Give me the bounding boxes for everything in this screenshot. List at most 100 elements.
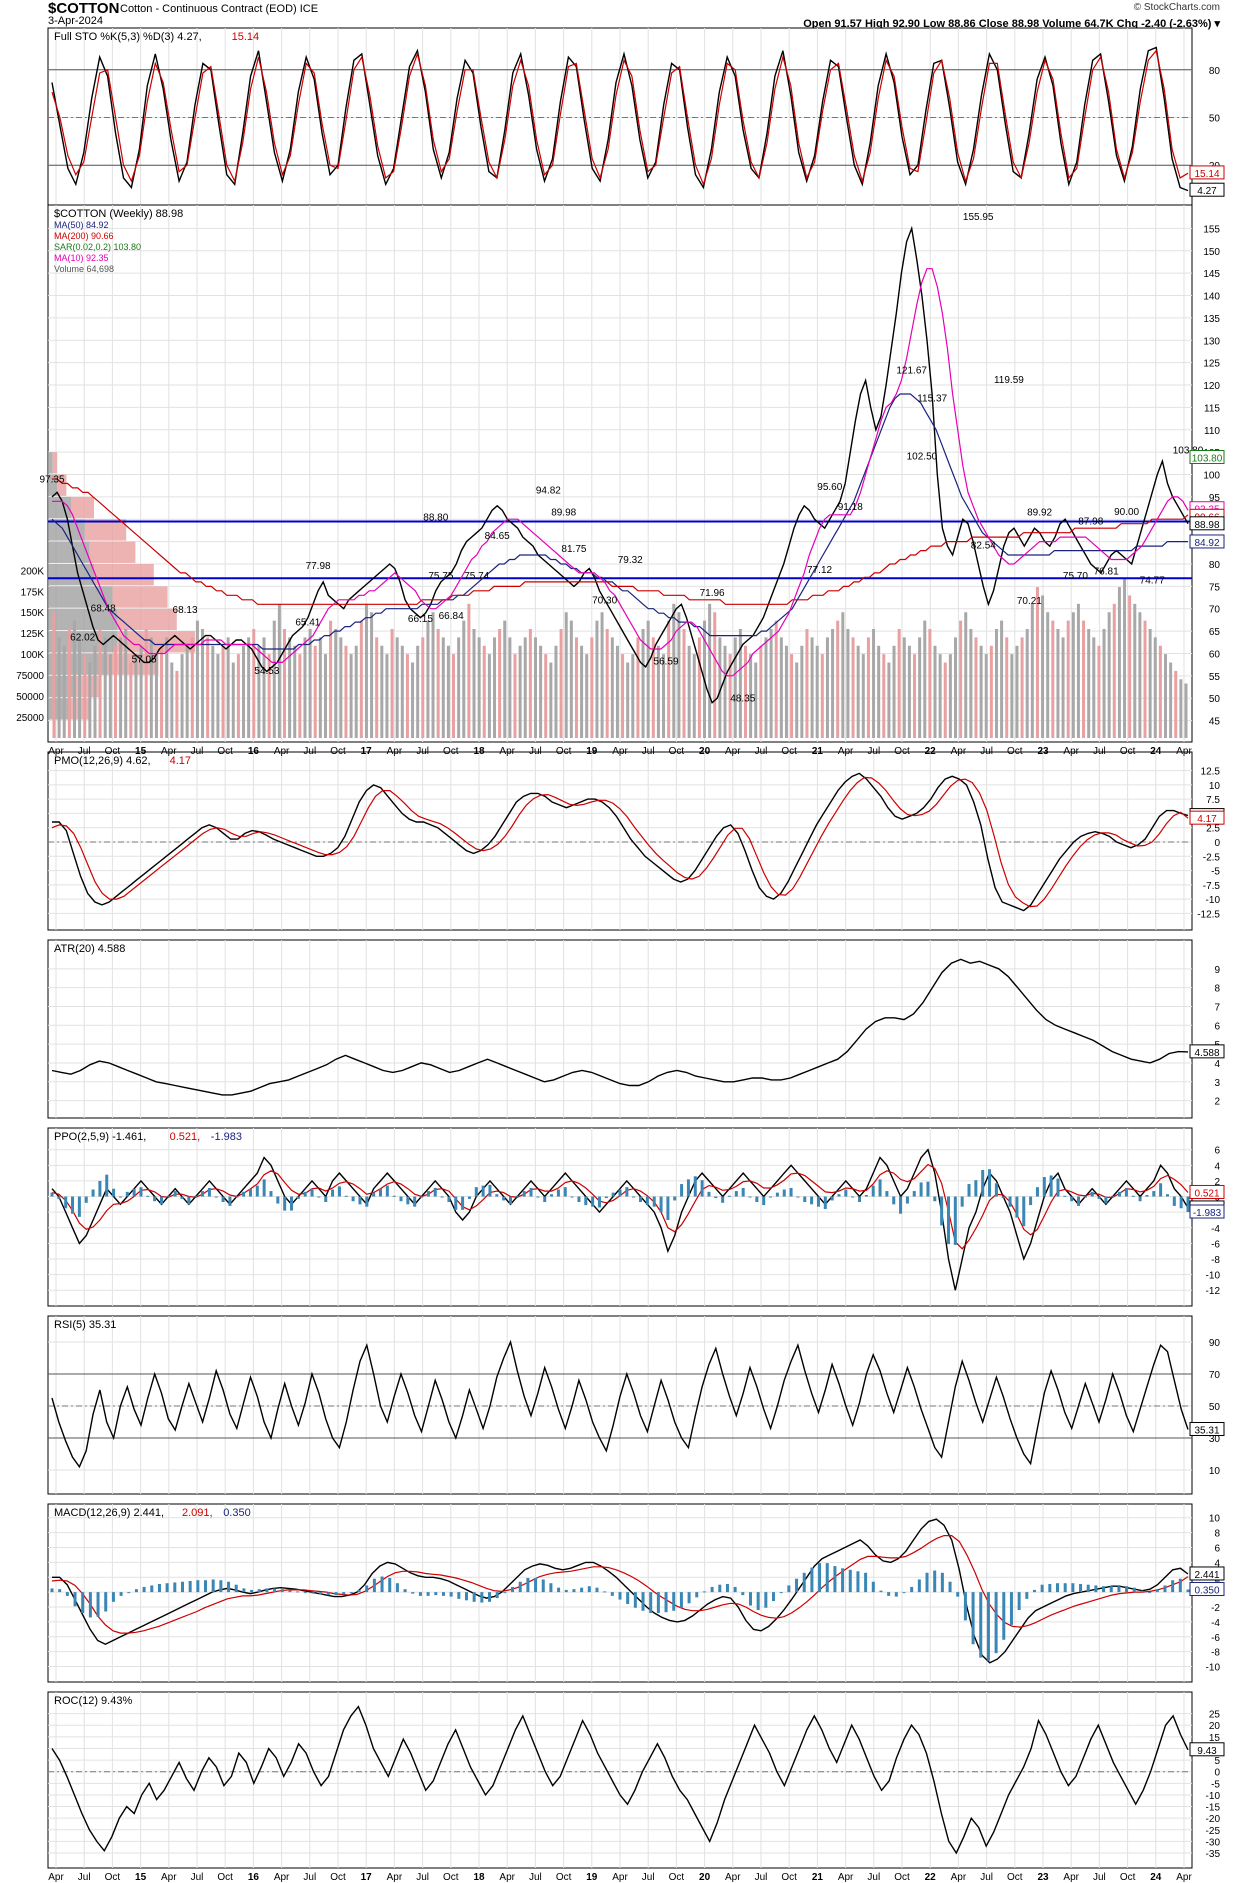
price-annotation: 70.21 [1017,596,1042,607]
x-axis-label-top: Apr [725,746,741,757]
legend-item: ROC(12) 9.43% [54,1695,132,1707]
histogram-bar [526,1578,530,1593]
volume-bar [820,654,824,738]
volume-bar [1169,662,1173,738]
volume-bar [636,637,640,738]
histogram-bar [1152,1191,1156,1197]
histogram-bar [534,1578,538,1593]
volume-bar [718,637,722,738]
histogram-bar [550,1194,554,1197]
y-tick-label: 80 [1209,66,1221,77]
series-line--cotton [51,225,1189,704]
volume-bar [907,645,911,738]
histogram-bar [1172,1196,1176,1206]
y-tick-label: 10 [1209,1514,1221,1525]
histogram-bar [105,1174,109,1197]
volume-bar [989,645,993,738]
histogram-bar [372,1578,376,1593]
y-tick-label: 95 [1209,493,1221,504]
volume-bar [959,620,963,738]
histogram-bar [946,1196,950,1245]
histogram-bar [372,1192,376,1197]
histogram-bar [789,1187,793,1197]
volume-bar [544,654,548,738]
volume-bar [851,637,855,738]
legend-item: PMO(12,26,9) 4.62, [54,755,151,767]
histogram-bar [296,1196,300,1199]
histogram-bar [926,1181,930,1197]
histogram-bar [1048,1583,1052,1593]
histogram-bar [649,1592,653,1613]
histogram-bar [449,1592,453,1597]
volume-bar [662,654,666,738]
volume-by-price-down [57,474,67,496]
y-tick-label: 135 [1203,314,1220,325]
x-axis-label-top: Jul [867,746,880,757]
volume-bar [411,662,415,738]
histogram-bar [1017,1592,1021,1610]
histogram-bar [214,1196,218,1198]
histogram-bar [165,1583,169,1593]
histogram-bar [851,1196,855,1198]
histogram-bar [235,1196,239,1198]
histogram-bar [311,1592,315,1594]
price-annotation: 82.54 [971,541,996,552]
y-tick-label: -5 [1211,1779,1220,1790]
volume-bar [1071,612,1075,738]
last-value-box [1189,1582,1225,1597]
volume-by-price-up [48,586,113,608]
histogram-bar [536,1196,540,1198]
volume-bar [472,629,476,738]
price-annotation: 97.35 [39,474,64,485]
volume-bar [1143,620,1147,738]
volume-tick-label: 150K [21,608,45,619]
y-tick-label: 55 [1209,672,1221,683]
histogram-bar [248,1188,252,1197]
x-axis-label-bottom: Jul [529,1872,542,1883]
y-tick-label: 140 [1203,292,1220,303]
histogram-bar [357,1589,361,1593]
histogram-bar [1071,1583,1075,1593]
histogram-bar [833,1566,837,1593]
histogram-bar [603,1591,607,1593]
x-axis-label-top: Apr [951,746,967,757]
x-axis-label-bottom: Oct [781,1872,797,1883]
histogram-bar [748,1196,752,1198]
price-annotation: 95.60 [817,482,842,493]
histogram-bar [956,1592,960,1597]
x-axis-label-bottom: 15 [135,1872,147,1883]
x-axis-label-top: Jul [755,746,768,757]
histogram-bar [1049,1175,1053,1197]
volume-bar [590,637,594,738]
histogram-bar [974,1180,978,1197]
legend-item: 2.091, [182,1507,213,1519]
legend-item: 4.17 [170,755,191,767]
price-annotation: 68.48 [91,604,116,615]
histogram-bar [917,1579,921,1593]
price-annotation: 71.96 [700,588,725,599]
volume-bar [1138,612,1142,738]
y-tick-label: 70 [1209,1370,1221,1381]
histogram-bar [570,1196,574,1198]
volume-bar [231,662,235,738]
y-tick-label: 110 [1204,426,1220,437]
y-tick-label: -15 [1206,1803,1221,1814]
volume-bar [810,637,814,738]
histogram-bar [1063,1195,1067,1197]
volume-bar [446,645,450,738]
histogram-bar [687,1592,691,1604]
histogram-bar [1186,1589,1190,1593]
y-tick-label: -2 [1211,1603,1220,1614]
histogram-bar [509,1196,513,1205]
histogram-bar [871,1185,875,1197]
y-tick-label: 90 [1209,1338,1221,1349]
histogram-bar [467,1196,471,1199]
histogram-bar [864,1194,868,1197]
histogram-bar [434,1592,438,1596]
x-axis-label-top: Oct [781,746,797,757]
x-axis-label-top: Jul [642,746,655,757]
last-value-box [1189,516,1225,531]
last-value-box [1189,1742,1225,1757]
volume-bar [119,637,123,738]
volume-by-price-down [112,586,168,608]
